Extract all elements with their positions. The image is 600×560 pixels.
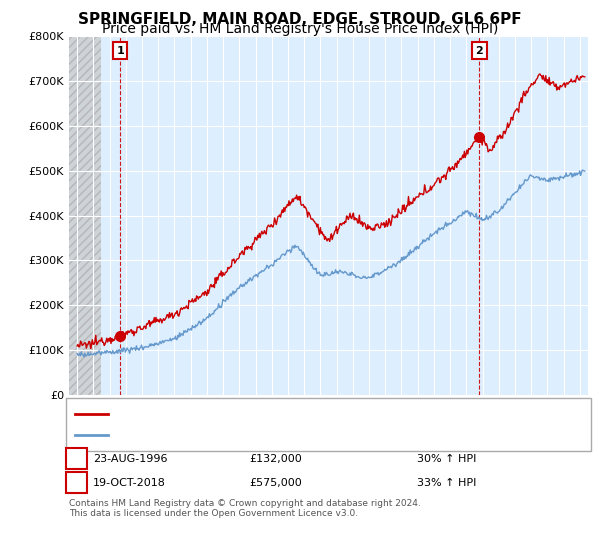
Text: Contains HM Land Registry data © Crown copyright and database right 2024.
This d: Contains HM Land Registry data © Crown c… [69, 499, 421, 519]
Text: 33% ↑ HPI: 33% ↑ HPI [417, 478, 476, 488]
Text: £132,000: £132,000 [249, 454, 302, 464]
Text: SPRINGFIELD, MAIN ROAD, EDGE, STROUD, GL6 6PF: SPRINGFIELD, MAIN ROAD, EDGE, STROUD, GL… [78, 12, 522, 27]
Text: 1: 1 [116, 46, 124, 56]
Text: £575,000: £575,000 [249, 478, 302, 488]
Text: HPI: Average price, detached house, Stroud: HPI: Average price, detached house, Stro… [114, 430, 341, 440]
Text: Price paid vs. HM Land Registry's House Price Index (HPI): Price paid vs. HM Land Registry's House … [102, 22, 498, 36]
Text: SPRINGFIELD, MAIN ROAD, EDGE, STROUD, GL6 6PF (detached house): SPRINGFIELD, MAIN ROAD, EDGE, STROUD, GL… [114, 409, 479, 419]
Text: 23-AUG-1996: 23-AUG-1996 [93, 454, 167, 464]
Text: 2: 2 [475, 46, 483, 56]
Text: 1: 1 [73, 454, 80, 464]
Text: 30% ↑ HPI: 30% ↑ HPI [417, 454, 476, 464]
Text: 19-OCT-2018: 19-OCT-2018 [93, 478, 166, 488]
Text: 2: 2 [73, 478, 80, 488]
